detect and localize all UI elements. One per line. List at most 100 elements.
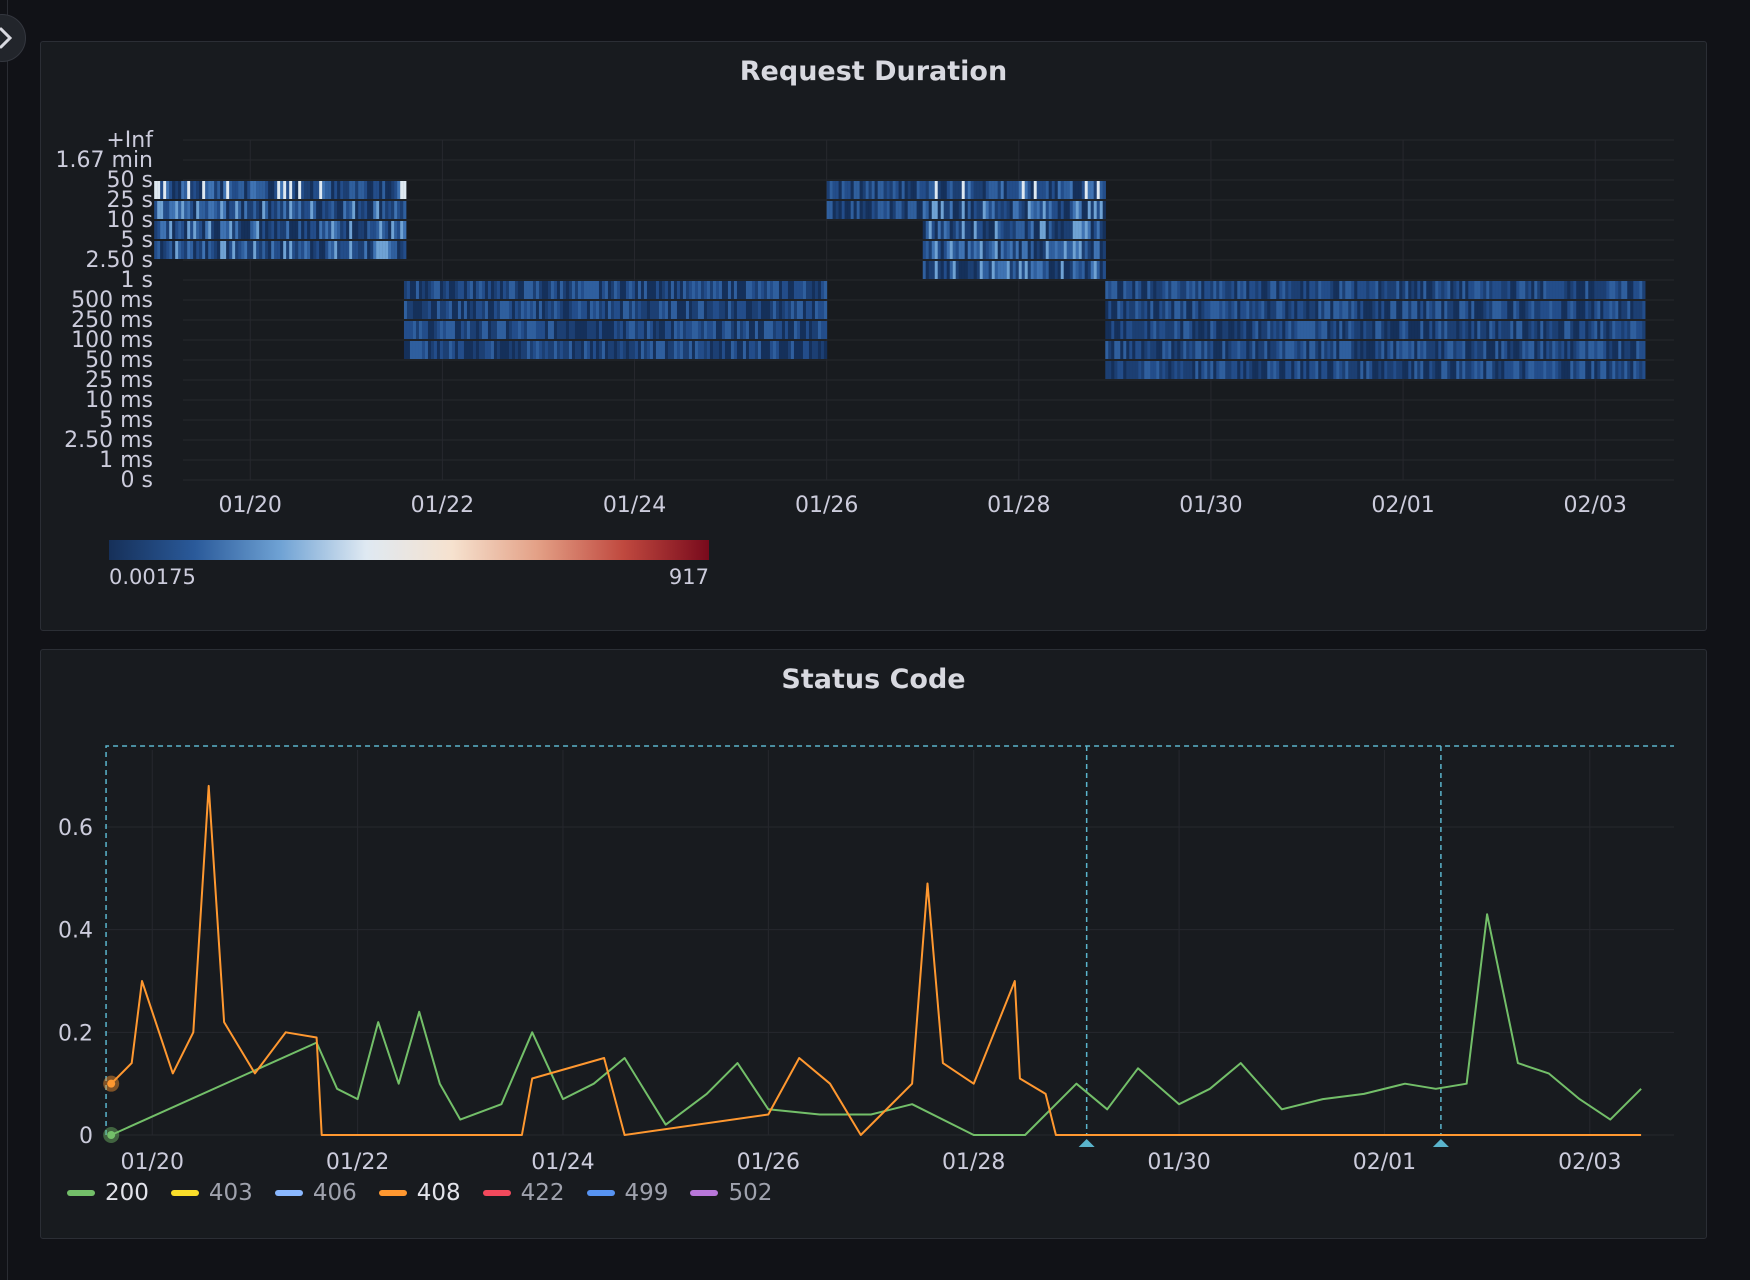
heatmap-cell	[877, 181, 881, 199]
heatmap-cell	[1060, 221, 1064, 239]
expand-sidebar-button[interactable]	[0, 14, 26, 62]
heatmap-cell	[964, 241, 968, 259]
heatmap-cell	[1471, 321, 1475, 339]
heatmap-cell	[1378, 361, 1382, 379]
annotation-marker[interactable]	[1432, 1139, 1449, 1147]
heatmap-cell	[1600, 361, 1604, 379]
series-line-200[interactable]	[110, 913, 1642, 1136]
heatmap-cell	[292, 181, 296, 199]
heatmap-cell	[478, 341, 483, 359]
heatmap-cell	[283, 241, 287, 259]
heatmap-cell	[1171, 321, 1175, 339]
heatmap-cell	[1642, 321, 1646, 339]
heatmap-cell	[1327, 301, 1331, 319]
heatmap-cell	[1276, 281, 1280, 299]
heatmap-cell	[568, 321, 573, 339]
heatmap-cell	[199, 201, 203, 219]
heatmap-cell	[1513, 361, 1517, 379]
heatmap-cell	[1171, 281, 1175, 299]
request-duration-panel[interactable]: Request Duration +Inf 1.67 min 50 s 25 s 10 …	[40, 41, 1707, 631]
legend-label: 502	[728, 1180, 773, 1206]
heatmap-cell	[1192, 361, 1196, 379]
heatmap-cell	[670, 341, 675, 359]
heatmap-cell	[1588, 341, 1592, 359]
heatmap-cell	[400, 241, 404, 259]
heatmap-cell	[436, 301, 441, 319]
heatmap-cell	[325, 201, 329, 219]
legend-item-502[interactable]: 502	[690, 1180, 772, 1206]
heatmap-cell	[1552, 361, 1556, 379]
heatmap-cell	[1525, 361, 1529, 379]
heatmap-cell	[1243, 281, 1247, 299]
heatmap-cell	[190, 221, 194, 239]
heatmap-cell	[928, 221, 932, 239]
heatmap-cell	[466, 301, 471, 319]
heatmap-cell	[1219, 281, 1223, 299]
y-tick-label: 2.50 s	[86, 248, 153, 273]
heatmap-cell	[691, 321, 696, 339]
heatmap-cell	[958, 241, 962, 259]
legend-item-499[interactable]: 499	[586, 1180, 668, 1206]
heatmap-cell	[658, 341, 663, 359]
heatmap-cell	[1036, 261, 1040, 279]
heatmap-cell	[1504, 361, 1508, 379]
heatmap-cell	[1555, 361, 1559, 379]
heatmap-cell	[940, 201, 944, 219]
heatmap-cell	[739, 281, 744, 299]
heatmap-cell	[445, 301, 450, 319]
annotation-marker[interactable]	[1078, 1139, 1095, 1147]
heatmap-cell	[1372, 301, 1376, 319]
heatmap-cell	[901, 201, 905, 219]
series-line-408[interactable]	[110, 784, 1642, 1136]
heatmap-cell	[1030, 241, 1034, 259]
heatmap-cell	[412, 301, 417, 319]
legend-item-408[interactable]: 408	[378, 1180, 461, 1206]
status-line-chart[interactable]: 00.20.40.6 01/20 01/22 01/24 01/26 01/28 01/3…	[41, 650, 1708, 1240]
heatmap-cell	[694, 341, 699, 359]
heatmap-cell	[202, 241, 206, 259]
heatmap-cell	[1057, 241, 1061, 259]
heatmap-cell	[445, 341, 450, 359]
heatmap-cell	[337, 201, 341, 219]
heatmap-cell	[445, 281, 450, 299]
heatmap-cell	[1291, 301, 1295, 319]
heatmap-cell	[1570, 281, 1574, 299]
heatmap-cell	[652, 301, 657, 319]
heatmap-cell	[1429, 321, 1433, 339]
status-code-panel[interactable]: Status Code 0 0.2 0.4 0.6 01/20 01/22 01/24 01…	[40, 649, 1707, 1239]
heatmap-cell	[1321, 341, 1325, 359]
heatmap-cell	[1117, 341, 1121, 359]
heatmap-cell	[1210, 361, 1214, 379]
heatmap-cell	[652, 341, 657, 359]
heatmap-cell	[1393, 301, 1397, 319]
heatmap-cell	[1132, 281, 1136, 299]
heatmap-cell	[466, 281, 471, 299]
heatmap-cell	[1171, 301, 1175, 319]
heatmap-cell	[1207, 341, 1211, 359]
heatmap-cell	[1486, 281, 1490, 299]
heatmap-cell	[1543, 321, 1547, 339]
y-tick-label: 50 s	[107, 168, 153, 193]
heatmap-cell	[1294, 361, 1298, 379]
heatmap-cell	[424, 341, 429, 359]
legend-item-422[interactable]: 422	[482, 1180, 565, 1206]
heatmap-cell	[946, 261, 950, 279]
heatmap-cell	[817, 341, 822, 359]
heatmap-cell	[823, 321, 828, 339]
heatmap-cell	[520, 281, 525, 299]
heatmap-cell	[421, 341, 426, 359]
heatmap-cell	[928, 261, 932, 279]
heatmap-cell	[1078, 181, 1082, 199]
legend-item-406[interactable]: 406	[274, 1180, 357, 1206]
heatmap-cell	[583, 321, 588, 339]
y-tick-label: 5 ms	[99, 408, 153, 433]
y-tick-label: 1 ms	[99, 448, 153, 473]
x-tick-label: 01/28	[942, 1150, 1005, 1175]
heatmap-cell	[1105, 361, 1109, 379]
heatmap-cell	[1402, 281, 1406, 299]
legend-item-403[interactable]: 403	[170, 1180, 253, 1206]
legend-item-200[interactable]: 200	[67, 1180, 149, 1206]
heatmap-cell	[322, 181, 326, 199]
heatmap-cell	[169, 221, 173, 239]
